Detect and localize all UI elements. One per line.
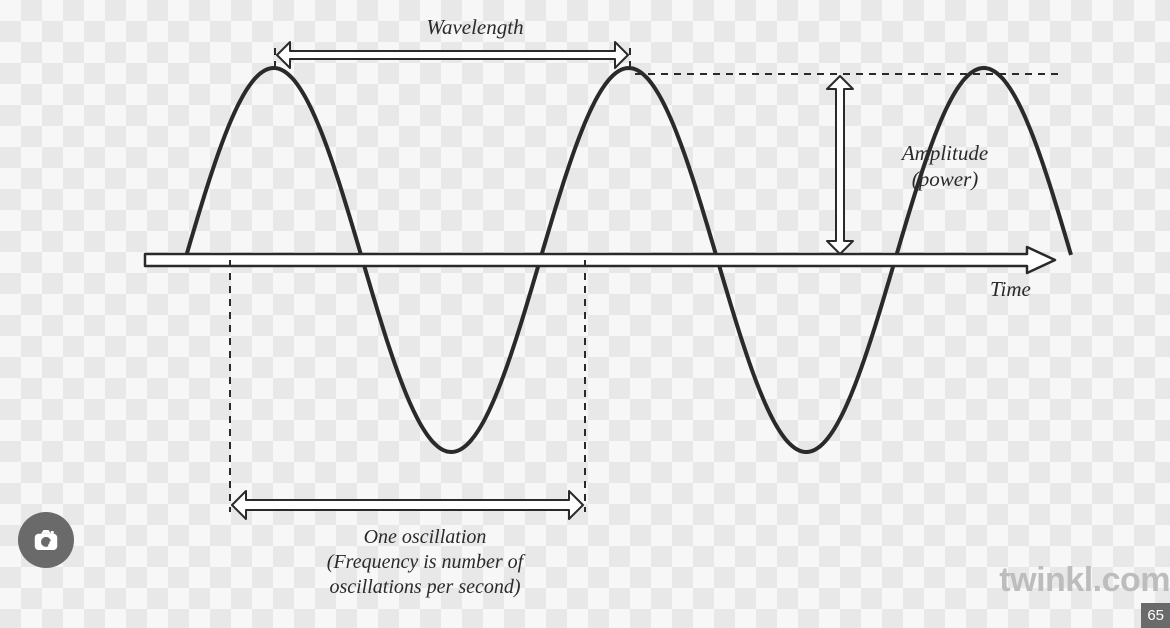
oscillation-label-line3: oscillations per second) — [329, 576, 520, 598]
amplitude-label-line1: Amplitude — [902, 141, 988, 165]
wavelength-arrow — [277, 42, 628, 68]
time-label: Time — [990, 276, 1070, 302]
wavelength-label: Wavelength — [400, 14, 550, 40]
camera-icon — [31, 525, 61, 555]
oscillation-label: One oscillation (Frequency is number of … — [285, 525, 565, 600]
amplitude-arrow — [827, 76, 853, 254]
watermark-text: twinkl.com — [999, 561, 1170, 600]
amplitude-label: Amplitude (power) — [870, 140, 1020, 193]
lens-badge[interactable] — [18, 512, 74, 568]
oscillation-label-line1: One oscillation — [364, 526, 487, 548]
corner-number: 65 — [1141, 603, 1170, 628]
oscillation-arrow — [232, 491, 583, 519]
amplitude-label-line2: (power) — [912, 167, 979, 191]
time-axis-arrow — [145, 247, 1055, 273]
wave-diagram — [0, 0, 1170, 628]
oscillation-label-line2: (Frequency is number of — [327, 551, 523, 573]
